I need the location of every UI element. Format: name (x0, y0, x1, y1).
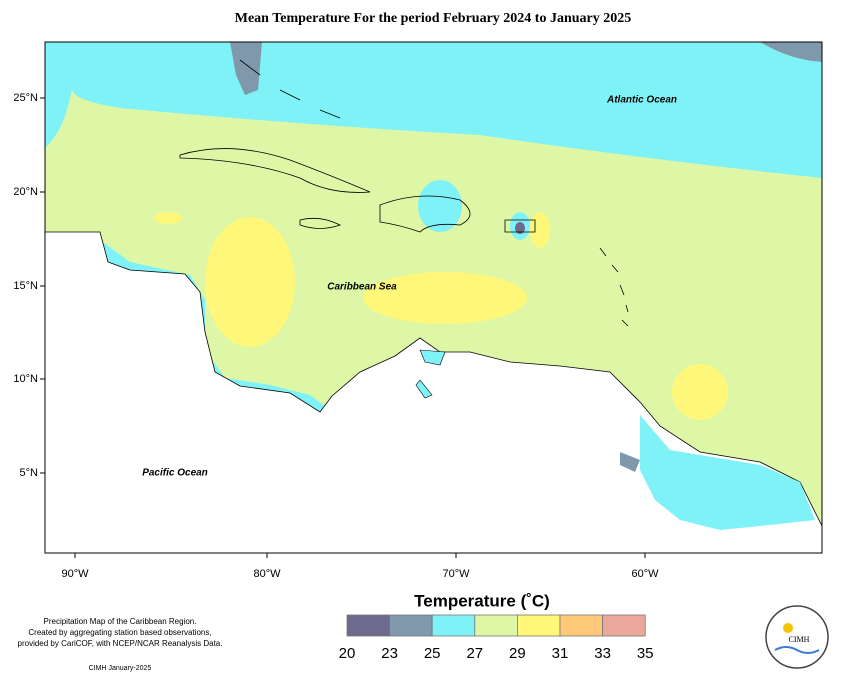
legend-swatch (474, 614, 518, 637)
lat-label: 5°N (20, 467, 39, 479)
note: provided by CariCOF, with NCEP/NCAR Rean… (18, 639, 223, 648)
puerto-rico (504, 219, 536, 233)
legend-swatch (517, 614, 561, 637)
cuba (179, 148, 371, 193)
legend-swatch (389, 614, 433, 637)
field-25 (760, 42, 822, 62)
legend-tick-label: 31 (552, 645, 569, 662)
map-area (45, 42, 822, 553)
legend-swatch (346, 614, 390, 637)
maracaibo (415, 349, 446, 399)
legend-tick-label: 35 (637, 645, 654, 662)
cool-area (418, 180, 462, 232)
map-title: Mean Temperature For the period February… (235, 11, 632, 26)
lat-label: 10°N (13, 373, 38, 385)
note: Precipitation Map of the Caribbean Regio… (44, 617, 197, 626)
warm-area (154, 212, 182, 224)
legend-tick-label: 27 (466, 645, 483, 662)
lat-label: 15°N (13, 280, 38, 292)
legend-swatch (431, 614, 476, 637)
note: CIMH January-2025 (89, 665, 152, 672)
map-frame (44, 41, 823, 554)
legend-tick-label: 29 (509, 645, 526, 662)
place-label: Atlantic Ocean (606, 95, 677, 106)
legend-title: Temperature (˚C) (414, 591, 550, 610)
lon-label: 60°W (631, 568, 659, 580)
lon-label: 80°W (253, 568, 281, 580)
logo-text: CIMH (789, 635, 810, 644)
jamaica (299, 217, 342, 229)
warm-area (672, 364, 728, 420)
warm-area (205, 217, 295, 347)
place-label: Caribbean Sea (327, 282, 397, 293)
legend-tick-label: 20 (339, 645, 356, 662)
logo-wave (774, 646, 820, 654)
mainland (45, 231, 822, 553)
logo-sun (783, 623, 793, 633)
legend-tick-label: 23 (381, 645, 398, 662)
lat-label: 20°N (13, 186, 38, 198)
legend-tick-label: 33 (594, 645, 611, 662)
cool-spot (620, 452, 640, 472)
legend-swatch (559, 614, 603, 637)
cold-spot (515, 222, 525, 234)
lesser-antilles (599, 247, 629, 327)
legend-tick-label: 25 (424, 645, 441, 662)
place-label: Pacific Ocean (142, 468, 208, 479)
warm-area (530, 212, 550, 248)
lon-label: 70°W (442, 568, 470, 580)
lat-label: 25°N (13, 92, 38, 104)
warm-area (363, 272, 527, 324)
florida (230, 42, 262, 95)
lon-label: 90°W (61, 568, 89, 580)
bahamas (239, 59, 341, 119)
logo: CIMH (765, 605, 829, 669)
guianas-cool (640, 415, 815, 530)
note: Created by aggregating station based obs… (28, 628, 211, 637)
hispaniola (379, 195, 471, 233)
legend-swatch (602, 614, 646, 637)
